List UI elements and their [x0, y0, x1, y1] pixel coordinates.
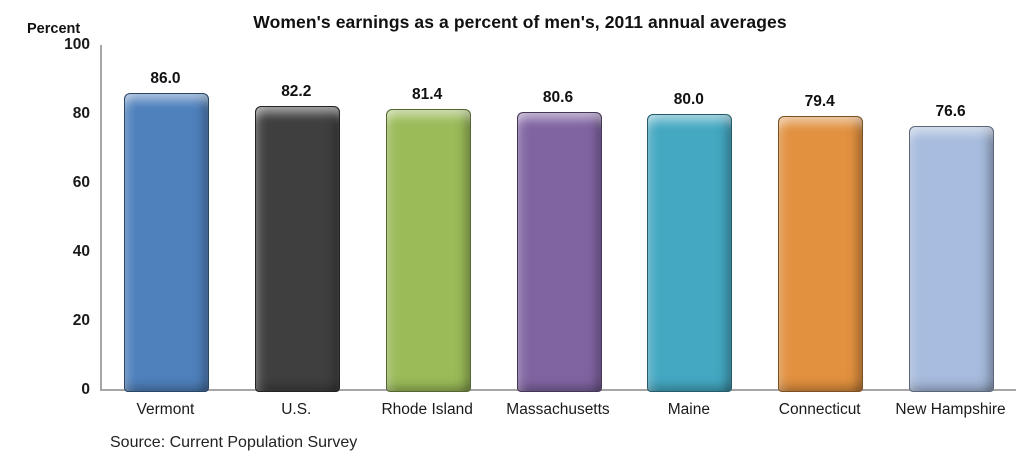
category-label-vermont: Vermont	[136, 401, 195, 418]
source-note: Source: Current Population Survey	[110, 434, 358, 451]
bar-new-hampshire	[909, 125, 995, 392]
category-label-massachusetts: Massachusetts	[506, 401, 610, 418]
bar-u-s	[254, 106, 340, 392]
category-label-new-hampshire: New Hampshire	[895, 401, 1006, 418]
value-label-vermont: 86.0	[150, 70, 181, 88]
value-label-massachusetts: 80.6	[542, 88, 574, 106]
y-tick-20: 20	[72, 312, 90, 329]
y-tick-100: 100	[64, 36, 90, 53]
y-axis-unit-label: Percent	[27, 21, 81, 37]
category-label-rhode-island: Rhode Island	[381, 401, 473, 418]
category-label-u-s: U.S.	[281, 401, 312, 418]
y-tick-60: 60	[72, 174, 90, 191]
value-label-u-s: 82.2	[281, 83, 312, 101]
value-label-rhode-island: 81.4	[412, 86, 443, 104]
bar-massachusetts	[516, 111, 602, 392]
value-label-maine: 80.0	[673, 91, 704, 108]
category-label-maine: Maine	[667, 401, 710, 418]
y-tick-0: 0	[81, 381, 90, 398]
bar-connecticut	[778, 116, 864, 392]
chart-title: Women's earnings as a percent of men's, …	[253, 12, 787, 32]
y-axis-line	[100, 45, 102, 391]
y-tick-40: 40	[72, 243, 90, 260]
bar-vermont	[123, 93, 209, 392]
value-label-connecticut: 79.4	[804, 93, 835, 111]
value-label-new-hampshire: 76.6	[935, 102, 966, 120]
bar-maine	[647, 114, 733, 392]
category-label-connecticut: Connecticut	[778, 401, 861, 418]
y-tick-80: 80	[72, 105, 90, 122]
bar-rhode-island	[385, 109, 471, 392]
